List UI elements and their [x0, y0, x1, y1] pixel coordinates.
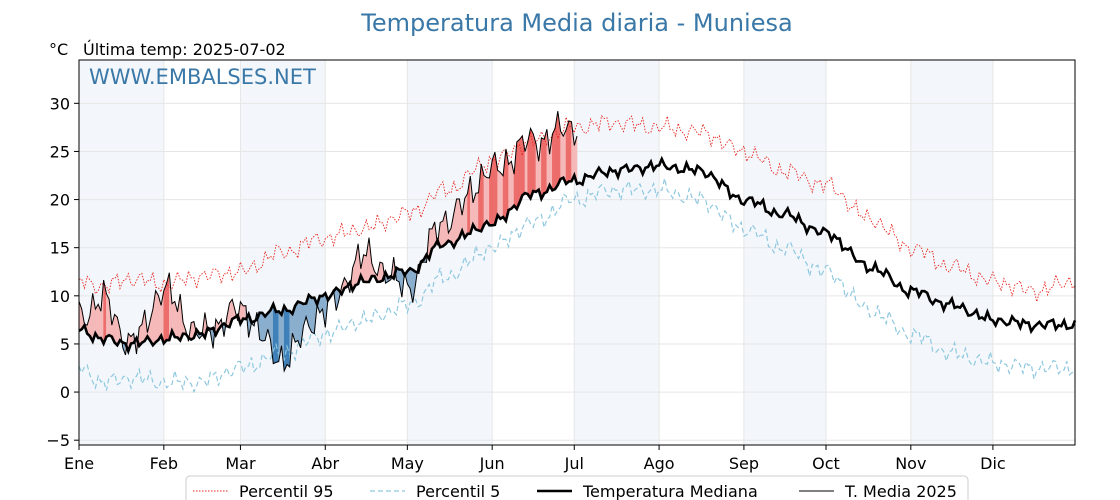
- y-axis: −5 0 5 10 15 20 25 30: [46, 94, 79, 450]
- x-tick-label: Jun: [479, 454, 505, 473]
- anomaly-fill: [516, 138, 520, 210]
- anomaly-fill: [439, 220, 444, 248]
- series-lines: [78, 111, 1077, 394]
- y-tick-label: 5: [60, 335, 70, 354]
- anomaly-fill: [483, 174, 488, 226]
- anomaly-fill: [541, 137, 545, 199]
- anomaly-fill: [242, 305, 247, 320]
- x-tick-label: Feb: [150, 454, 178, 473]
- unit-label: °C: [49, 40, 68, 59]
- month-band: [79, 60, 164, 445]
- anomaly-fill: [286, 310, 290, 368]
- anomaly-fill: [508, 160, 512, 211]
- series-t-media-2025: [78, 111, 578, 373]
- x-axis: Ene Feb Mar Abr May Jun Jul Ago Sep Oct Nov Dic: [64, 445, 1006, 473]
- anomaly-fill: [500, 171, 504, 220]
- y-tick-label: 30: [50, 94, 70, 113]
- anomaly-fill: [475, 192, 479, 231]
- anomaly-fill: [456, 198, 460, 243]
- x-tick-label: Dic: [980, 454, 1006, 473]
- month-band: [240, 60, 326, 445]
- y-tick-label: −5: [46, 431, 70, 450]
- y-tick-label: 15: [50, 239, 70, 258]
- watermark: WWW.EMBALSES.NET: [89, 65, 316, 89]
- series-temperatura-mediana: [78, 155, 1077, 356]
- anomaly-fill: [486, 177, 490, 227]
- month-band: [407, 60, 493, 445]
- series-percentil-5: [78, 178, 1076, 394]
- y-tick-label: 0: [60, 383, 70, 402]
- anomaly-fill: [106, 293, 110, 338]
- y-tick-label: 25: [50, 142, 70, 161]
- chart-title: Temperatura Media diaria - Muniesa: [360, 9, 792, 37]
- x-tick-label: Sep: [729, 454, 759, 473]
- anomaly-fill: [497, 169, 501, 220]
- x-tick-label: Jul: [564, 454, 584, 473]
- y-tick-label: 10: [50, 287, 70, 306]
- x-tick-label: Ago: [644, 454, 675, 473]
- anomaly-fill: [464, 192, 468, 239]
- month-band: [743, 60, 826, 445]
- anomaly-fill: [283, 304, 288, 372]
- anomaly-fill: [563, 129, 567, 185]
- x-tick-label: Abr: [311, 454, 339, 473]
- anomaly-fill: [155, 290, 159, 344]
- x-tick-label: Ene: [64, 454, 94, 473]
- x-tick-label: Nov: [895, 454, 926, 473]
- legend: Percentil 95 Percentil 5 Temperatura Media…: [185, 475, 969, 500]
- anomaly-fill: [552, 128, 556, 191]
- anomaly-fill: [363, 254, 367, 283]
- month-band: [910, 60, 993, 445]
- month-bands: [79, 60, 993, 445]
- plot-frame: [78, 59, 1076, 446]
- anomaly-fill: [568, 120, 572, 182]
- anomaly-fill: [491, 151, 496, 226]
- anomaly-fill: [163, 283, 167, 345]
- legend-label: Temperatura Mediana: [582, 482, 758, 500]
- month-band: [574, 60, 660, 445]
- y-tick-label: 20: [50, 191, 70, 210]
- legend-label: Percentil 5: [416, 482, 500, 500]
- legend-box: [185, 475, 969, 500]
- anomaly-fill: [560, 130, 564, 180]
- series-percentil-95: [78, 114, 1076, 304]
- x-tick-label: Mar: [225, 454, 256, 473]
- x-tick-label: Oct: [812, 454, 840, 473]
- last-temp-label: Última temp: 2025-07-02: [83, 40, 286, 59]
- grid: [78, 60, 1075, 445]
- anomaly-fill: [519, 134, 523, 203]
- anomaly-fill: [259, 312, 263, 342]
- anomaly-fill: [311, 297, 315, 334]
- x-tick-label: May: [391, 454, 424, 473]
- legend-label: Percentil 95: [239, 482, 334, 500]
- legend-label: T. Media 2025: [844, 482, 957, 500]
